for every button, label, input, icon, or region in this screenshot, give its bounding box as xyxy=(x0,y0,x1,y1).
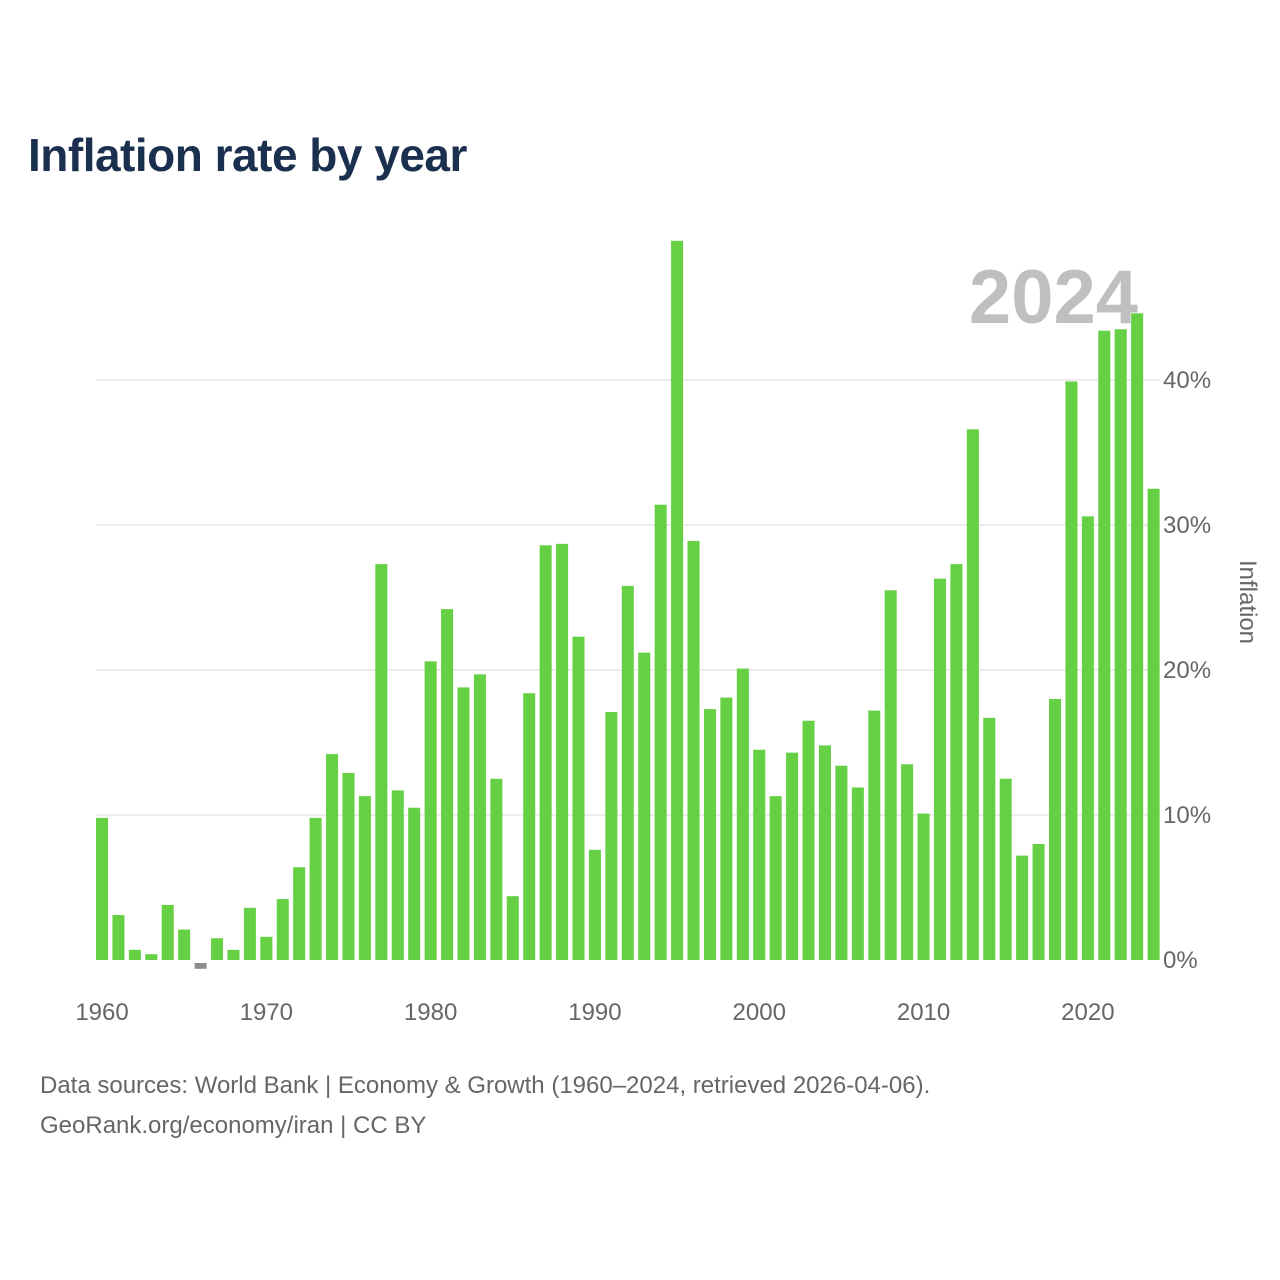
bar-2018 xyxy=(1048,699,1062,960)
data-source-note: Data sources: World Bank | Economy & Gro… xyxy=(40,1072,931,1099)
bar-1971 xyxy=(276,899,289,960)
bar-1979 xyxy=(408,807,421,960)
bar-2001 xyxy=(769,796,782,960)
bar-1999 xyxy=(736,668,749,960)
bar-1985 xyxy=(506,896,519,960)
bar-1981 xyxy=(441,609,454,960)
bar-1982 xyxy=(457,687,470,960)
bar-2011 xyxy=(933,578,946,960)
bar-2013 xyxy=(966,429,979,960)
bar-2019 xyxy=(1065,381,1078,960)
bar-1991 xyxy=(605,712,618,960)
bar-chart: 2024 0% 10% 20% 30% 40% 1960 1970 1980 1990 2000… xyxy=(75,240,1261,1026)
x-tick-label: 2020 xyxy=(1061,999,1114,1026)
y-tick-label: 10% xyxy=(1163,802,1211,829)
bar-2014 xyxy=(983,717,996,960)
bar-1972 xyxy=(293,867,306,960)
bar-1994 xyxy=(654,504,667,960)
source-link: GeoRank.org/economy/iran | CC BY xyxy=(40,1112,427,1139)
bar-1976 xyxy=(358,796,371,960)
x-tick-label: 2010 xyxy=(897,999,950,1026)
bar-1986 xyxy=(523,693,536,960)
x-axis-ticks: 1960 1970 1980 1990 2000 2010 2020 xyxy=(75,999,1114,1026)
bar-1968 xyxy=(227,949,240,960)
bar-1989 xyxy=(572,636,585,960)
bar-2016 xyxy=(1016,855,1029,960)
bar-2024 xyxy=(1147,488,1160,960)
bar-1977 xyxy=(375,564,388,960)
bar-1966 xyxy=(194,963,207,969)
bar-1975 xyxy=(342,772,355,960)
bar-1988 xyxy=(556,543,569,960)
bar-1998 xyxy=(720,697,733,960)
bar-1980 xyxy=(424,661,437,960)
bar-1964 xyxy=(161,904,174,960)
bar-2008 xyxy=(884,590,897,960)
bar-1995 xyxy=(671,240,684,961)
bar-2023 xyxy=(1131,313,1144,960)
bar-2005 xyxy=(835,765,848,960)
bar-1990 xyxy=(588,849,601,960)
x-tick-label: 1960 xyxy=(75,999,128,1026)
bar-1973 xyxy=(309,817,322,960)
y-tick-label: 30% xyxy=(1163,512,1211,539)
bar-2003 xyxy=(802,720,815,960)
bar-1967 xyxy=(211,938,224,960)
bar-1987 xyxy=(539,545,552,960)
x-tick-label: 1980 xyxy=(404,999,457,1026)
bar-2022 xyxy=(1114,329,1127,960)
bar-1960 xyxy=(96,817,109,960)
chart-title: Inflation rate by year xyxy=(28,129,467,181)
bar-1978 xyxy=(391,790,404,960)
bar-2020 xyxy=(1081,516,1094,960)
y-tick-label: 0% xyxy=(1163,947,1198,974)
year-watermark: 2024 xyxy=(969,255,1138,340)
y-tick-label: 20% xyxy=(1163,657,1211,684)
y-axis-label: Inflation xyxy=(1234,560,1261,644)
bar-2017 xyxy=(1032,844,1045,960)
bar-2021 xyxy=(1098,330,1111,960)
bar-1996 xyxy=(687,540,700,960)
bar-1965 xyxy=(178,929,191,960)
bar-1983 xyxy=(473,674,486,960)
bar-2009 xyxy=(901,764,914,960)
bar-1997 xyxy=(703,709,716,960)
bar-2002 xyxy=(786,752,799,960)
bar-2004 xyxy=(818,745,831,960)
bar-1974 xyxy=(326,754,339,960)
x-tick-label: 1990 xyxy=(568,999,621,1026)
bar-1970 xyxy=(260,936,273,960)
footer: Data sources: World Bank | Economy & Gro… xyxy=(40,1066,930,1146)
bar-1963 xyxy=(145,954,158,960)
bar-1969 xyxy=(243,907,256,960)
bar-1961 xyxy=(112,915,125,960)
bar-2012 xyxy=(950,564,963,960)
bar-2000 xyxy=(753,749,766,960)
bar-1962 xyxy=(128,949,141,960)
x-tick-label: 1970 xyxy=(240,999,293,1026)
y-tick-label: 40% xyxy=(1163,367,1211,394)
bar-1992 xyxy=(621,585,634,960)
bar-2007 xyxy=(868,710,881,960)
bar-2006 xyxy=(851,787,864,960)
bar-1984 xyxy=(490,778,503,960)
bars xyxy=(96,240,1160,969)
bar-1993 xyxy=(638,652,651,960)
x-tick-label: 2000 xyxy=(733,999,786,1026)
bar-2015 xyxy=(999,778,1012,960)
bar-2010 xyxy=(917,813,930,960)
y-axis-ticks: 0% 10% 20% 30% 40% xyxy=(1163,367,1211,974)
